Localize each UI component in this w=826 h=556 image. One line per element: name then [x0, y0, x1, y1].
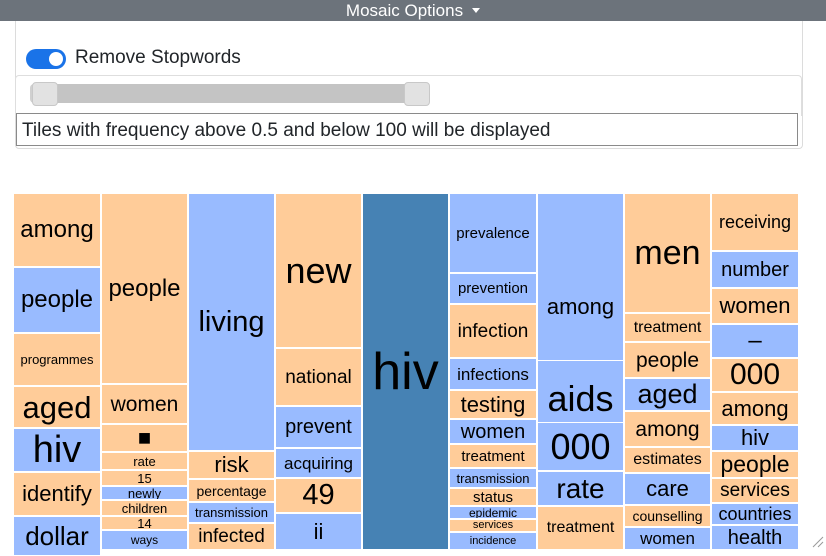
word-tile[interactable]: women: [449, 419, 537, 444]
word-tile[interactable]: 14: [101, 516, 188, 530]
frequency-slider-range: [44, 84, 417, 103]
word-tile[interactable]: among: [624, 411, 711, 447]
word-tile[interactable]: women: [711, 288, 799, 324]
word-tile[interactable]: percentage: [188, 479, 275, 502]
word-tile[interactable]: infections: [449, 358, 537, 390]
word-tile[interactable]: –: [711, 324, 799, 358]
word-tile[interactable]: services: [449, 519, 537, 532]
word-tile[interactable]: risk: [188, 451, 275, 479]
word-tile[interactable]: aged: [624, 378, 711, 411]
word-tile[interactable]: people: [101, 193, 188, 384]
word-tile[interactable]: ways: [101, 530, 188, 550]
word-tile[interactable]: services: [711, 478, 799, 503]
word-tile[interactable]: transmission: [449, 468, 537, 488]
word-tile[interactable]: testing: [449, 390, 537, 419]
word-tile[interactable]: epidemic: [449, 506, 537, 519]
toggle-knob: [49, 52, 63, 66]
word-tile[interactable]: hiv: [711, 425, 799, 451]
word-tile[interactable]: health: [711, 525, 799, 550]
word-tile[interactable]: men: [624, 193, 711, 313]
remove-stopwords-label: Remove Stopwords: [75, 47, 241, 68]
word-tile[interactable]: people: [13, 267, 101, 333]
mosaic-options-title: Mosaic Options: [345, 0, 464, 20]
word-tile[interactable]: ■: [101, 424, 188, 452]
word-tile[interactable]: rate: [101, 452, 188, 470]
word-tile[interactable]: number: [711, 251, 799, 288]
word-tile[interactable]: prevent: [275, 406, 362, 448]
word-tile[interactable]: among: [711, 392, 799, 425]
frequency-info-field: Tiles with frequency above 0.5 and below…: [16, 113, 798, 146]
word-tile[interactable]: living: [188, 193, 275, 451]
word-tile[interactable]: countries: [711, 503, 799, 525]
word-tile[interactable]: programmes: [13, 333, 101, 386]
resize-handle-icon[interactable]: [810, 534, 824, 548]
slider-min-handle[interactable]: [32, 82, 58, 106]
word-tile[interactable]: prevention: [449, 273, 537, 304]
word-tile[interactable]: identify: [13, 472, 101, 516]
slider-max-handle[interactable]: [404, 82, 430, 106]
word-tile[interactable]: people: [624, 342, 711, 378]
word-tile[interactable]: dollar: [13, 516, 101, 556]
word-tile[interactable]: women: [624, 527, 711, 550]
word-tile[interactable]: hiv: [13, 428, 101, 472]
word-tile[interactable]: newly: [101, 486, 188, 500]
word-tile[interactable]: 000: [537, 422, 624, 471]
word-tile[interactable]: 000: [711, 358, 799, 392]
word-tile[interactable]: ii: [275, 513, 362, 550]
word-tile[interactable]: hiv: [362, 193, 449, 550]
word-tile[interactable]: treatment: [624, 313, 711, 342]
word-tile[interactable]: 15: [101, 470, 188, 486]
word-tile[interactable]: people: [711, 451, 799, 478]
word-tile[interactable]: children: [101, 500, 188, 516]
word-tile[interactable]: national: [275, 348, 362, 406]
word-tile[interactable]: receiving: [711, 193, 799, 251]
word-tile[interactable]: infection: [449, 304, 537, 358]
word-tile[interactable]: new: [275, 193, 362, 348]
word-tile[interactable]: among: [13, 193, 101, 267]
word-tile[interactable]: aged: [13, 386, 101, 428]
frequency-slider-container: [15, 75, 802, 116]
word-tile[interactable]: treatment: [449, 444, 537, 468]
word-tile[interactable]: acquiring: [275, 448, 362, 478]
word-tile[interactable]: infected: [188, 523, 275, 550]
word-tile[interactable]: care: [624, 473, 711, 505]
mosaic-options-toggle[interactable]: Mosaic Options: [0, 0, 826, 21]
word-tile[interactable]: status: [449, 488, 537, 506]
word-tile[interactable]: treatment: [537, 506, 624, 550]
word-tile[interactable]: rate: [537, 471, 624, 506]
word-tile[interactable]: transmission: [188, 502, 275, 523]
word-tile[interactable]: women: [101, 384, 188, 424]
word-tile[interactable]: incidence: [449, 532, 537, 550]
remove-stopwords-toggle[interactable]: [26, 49, 66, 69]
word-tile[interactable]: estimates: [624, 447, 711, 473]
word-tile[interactable]: prevalence: [449, 193, 537, 273]
chevron-down-icon: [472, 8, 481, 13]
word-tile[interactable]: counselling: [624, 505, 711, 527]
word-tile[interactable]: 49: [275, 478, 362, 513]
